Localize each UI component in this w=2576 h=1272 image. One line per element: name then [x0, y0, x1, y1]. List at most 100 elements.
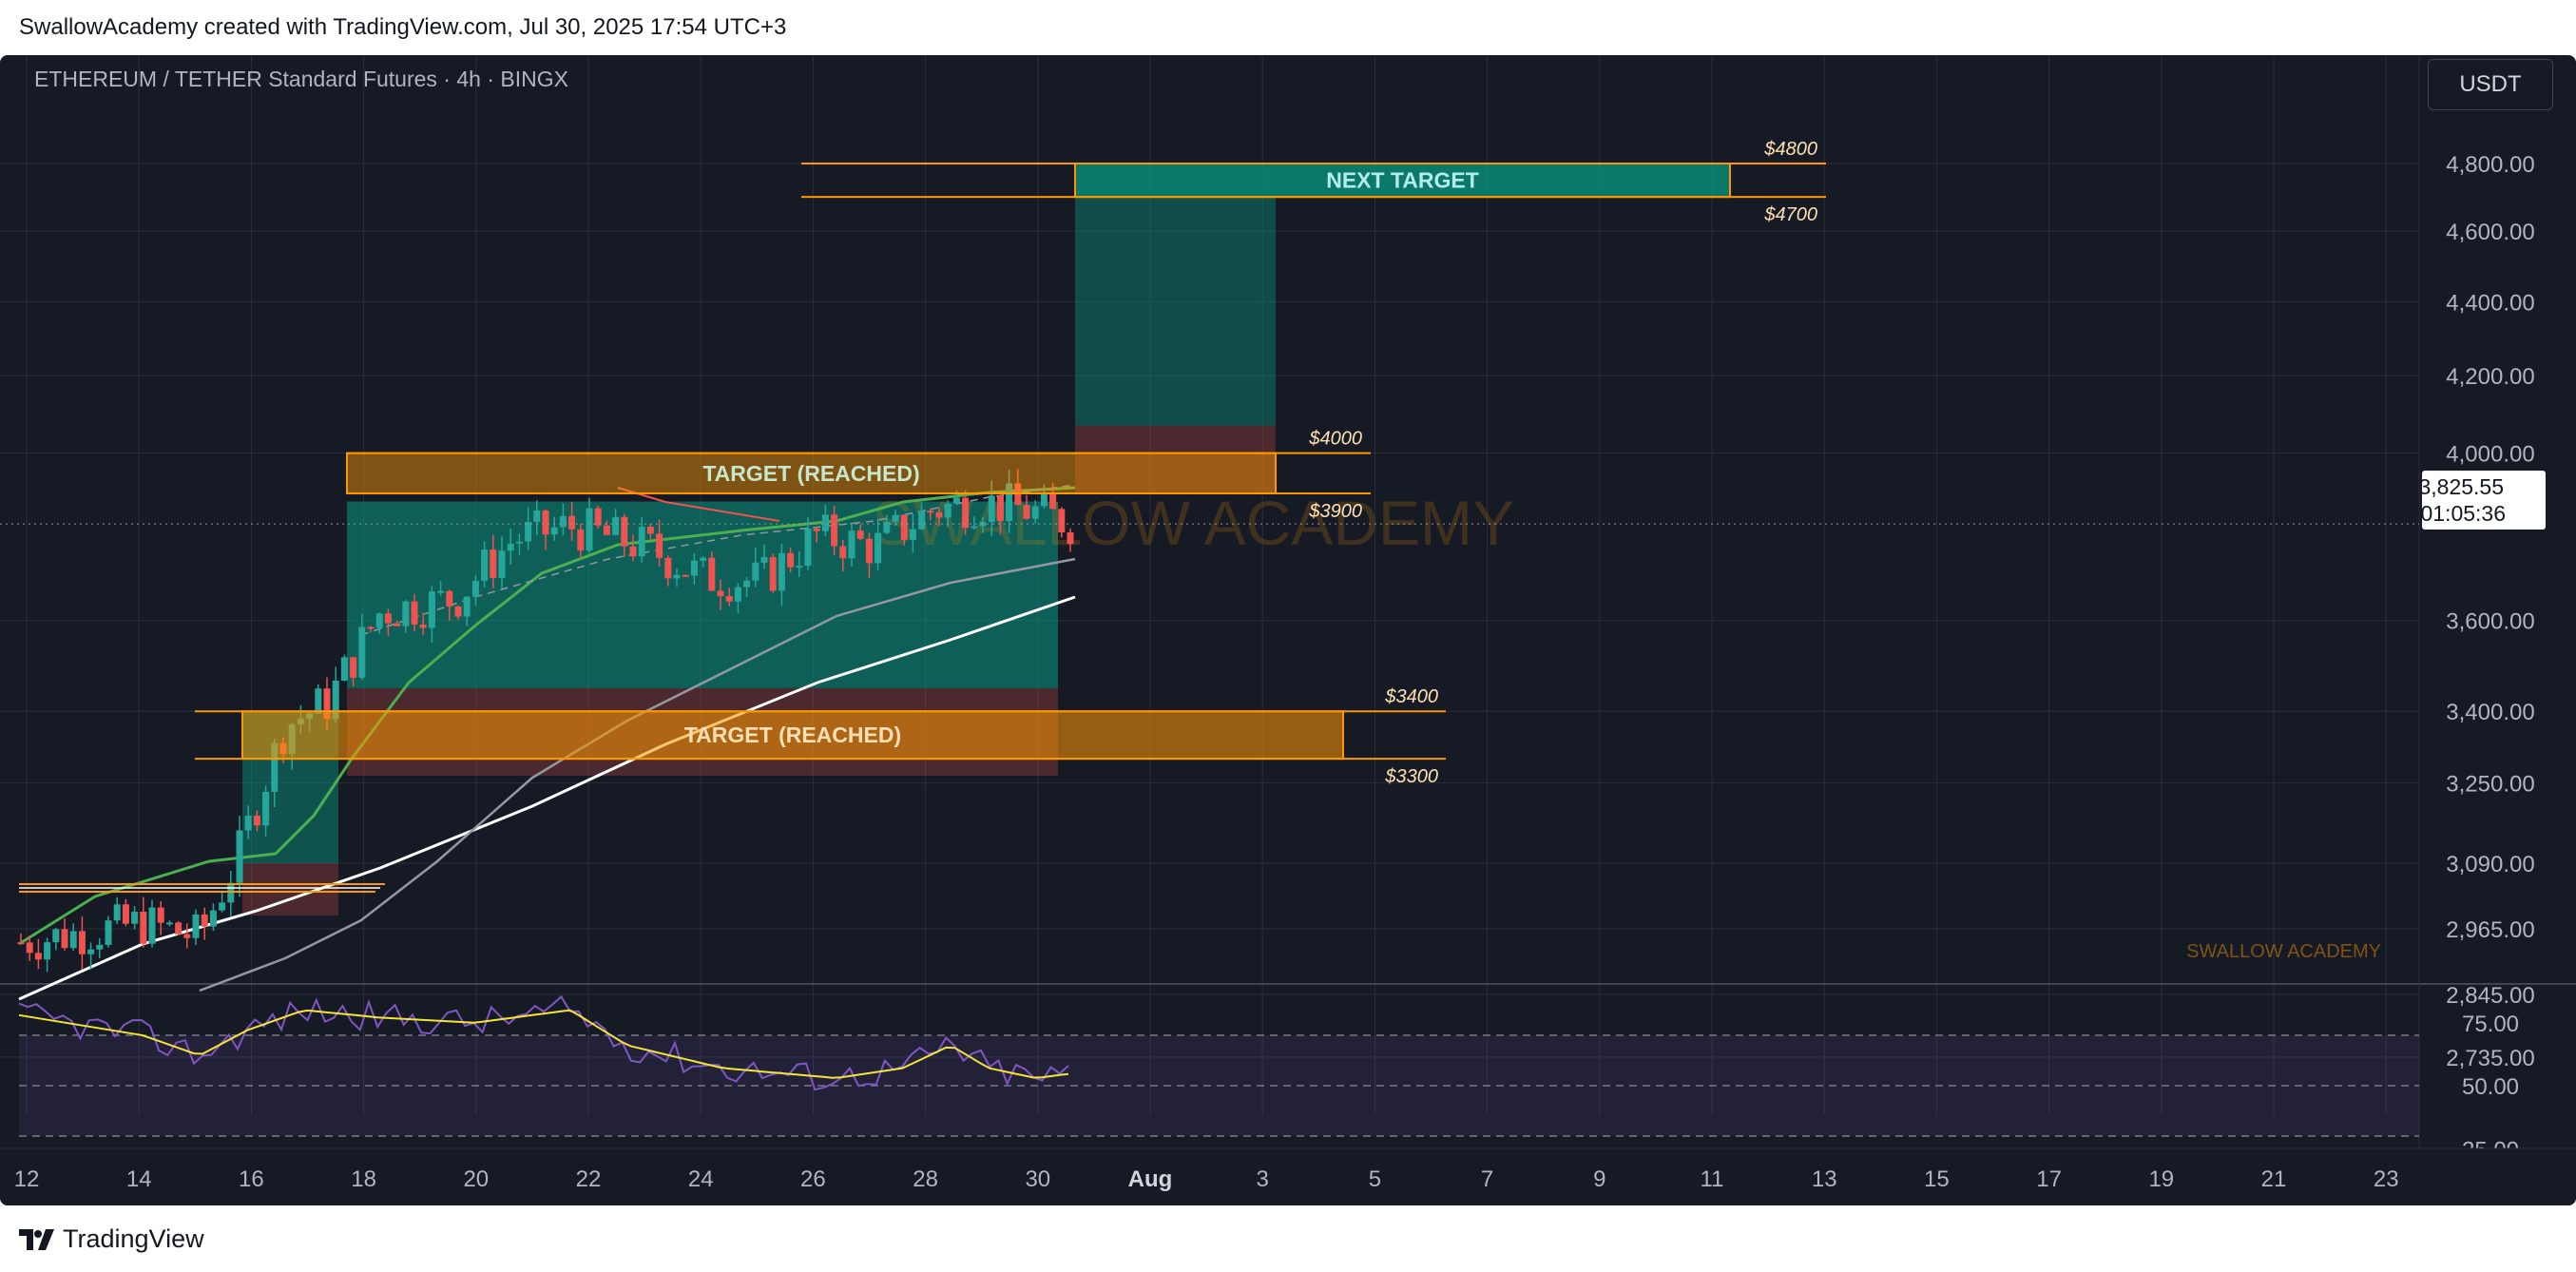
candle-body-97 — [865, 538, 873, 564]
candle-body-48 — [437, 590, 445, 593]
candle-body-60 — [542, 510, 549, 535]
candle-body-107 — [952, 497, 960, 504]
candle-body-44 — [402, 601, 410, 626]
time-tick-14: 9 — [1593, 1166, 1605, 1192]
watermark-small: SWALLOW ACADEMY — [2186, 941, 2381, 962]
candle-body-25 — [236, 830, 243, 883]
symbol-title[interactable]: ETHEREUM / TETHER Standard Futures · 4h … — [34, 67, 568, 91]
candle-body-24 — [227, 882, 235, 903]
candle-body-15 — [148, 907, 156, 944]
candle-body-101 — [900, 514, 908, 540]
zone-high-price-0: $4800 — [1763, 139, 1817, 160]
candle-body-5 — [61, 929, 68, 949]
tradingview-logo[interactable]: TradingView — [19, 1224, 204, 1254]
candle-body-61 — [550, 527, 558, 535]
candle-body-17 — [165, 922, 173, 925]
candle-body-84 — [752, 562, 759, 581]
candle-body-54 — [490, 549, 497, 578]
candle-body-3 — [44, 942, 51, 960]
zone-label-0: NEXT TARGET — [1326, 168, 1479, 193]
candle-body-16 — [157, 907, 164, 923]
candle-body-75 — [673, 574, 681, 579]
candle-body-108 — [962, 497, 970, 529]
candle-body-64 — [577, 529, 585, 551]
candle-body-105 — [935, 511, 943, 518]
candle-body-91 — [813, 528, 820, 531]
candle-body-62 — [559, 515, 567, 528]
time-tick-12: 5 — [1369, 1166, 1381, 1192]
candle-body-7 — [78, 931, 86, 954]
candle-body-42 — [384, 613, 392, 624]
chart-canvas[interactable]: SWALLOW ACADEMY SWALLOW ACADEMY NEXT TAR… — [0, 55, 2576, 1205]
candle-body-73 — [656, 533, 663, 558]
candle-body-52 — [471, 581, 479, 597]
position-2-profit — [347, 501, 1058, 688]
time-tick-16: 13 — [1812, 1166, 1837, 1192]
candle-body-115 — [1023, 505, 1030, 519]
time-axis[interactable]: 12 14 16 18 20 22 24 26 28 30 Aug 3 5 7 9 11 13 15 17 19 21 2… — [0, 1147, 2576, 1205]
candle-body-119 — [1058, 509, 1066, 532]
time-tick-13: 7 — [1481, 1166, 1493, 1192]
candle-body-117 — [1040, 493, 1048, 507]
candle-body-13 — [131, 912, 139, 924]
candle-body-56 — [507, 543, 514, 551]
candle-body-76 — [682, 574, 689, 577]
zone-box-2 — [241, 710, 1344, 761]
rsi-pane — [18, 994, 2419, 1137]
candle-body-26 — [244, 815, 252, 831]
candle-body-59 — [533, 510, 541, 523]
candle-body-81 — [725, 596, 733, 602]
candle-body-65 — [586, 508, 593, 551]
currency-button[interactable]: USDT — [2428, 59, 2553, 110]
ma-20 — [617, 487, 780, 522]
price-axis[interactable]: 4,800.00 4,600.00 4,400.00 4,200.00 4,000.00… — [2446, 152, 2534, 1163]
candle-body-11 — [113, 904, 121, 921]
time-tick-8: 28 — [913, 1166, 938, 1192]
candle-body-50 — [454, 606, 462, 617]
zone-low-price-1: $3900 — [1308, 501, 1362, 522]
candle-body-67 — [603, 525, 610, 535]
candle-body-51 — [463, 596, 471, 617]
candle-body-57 — [515, 541, 523, 544]
candle-body-90 — [804, 528, 812, 567]
price-tick-6: 3,400.00 — [2446, 700, 2534, 725]
candle-body-83 — [743, 580, 751, 588]
candle-body-72 — [646, 526, 654, 534]
chart-frame[interactable]: SWALLOW ACADEMY SWALLOW ACADEMY NEXT TAR… — [0, 55, 2576, 1205]
candle-body-23 — [219, 902, 226, 911]
time-tick-4: 20 — [463, 1166, 489, 1192]
last-price-value: 3,825.55 — [2418, 474, 2504, 499]
time-tick-21: 23 — [2374, 1166, 2399, 1192]
candle-body-38 — [350, 657, 357, 678]
candle-body-85 — [760, 556, 768, 563]
candle-body-21 — [201, 914, 208, 927]
candle-body-55 — [498, 550, 506, 578]
time-tick-7: 26 — [800, 1166, 826, 1192]
position-3-stop — [1075, 425, 1276, 493]
time-tick-15: 11 — [1701, 1166, 1724, 1192]
tradingview-logo-text: TradingView — [63, 1224, 204, 1253]
last-price-label: 3,825.55 01:05:36 — [2418, 471, 2546, 530]
candle-body-111 — [988, 495, 995, 523]
zone-label-2: TARGET (REACHED) — [684, 723, 901, 747]
position-3-profit — [1075, 197, 1276, 426]
price-tick-11: 2,735.00 — [2446, 1046, 2534, 1071]
candle-body-87 — [778, 552, 785, 591]
tradingview-logo-icon — [19, 1228, 54, 1250]
position-1-stop — [242, 862, 338, 915]
zone-box-1 — [346, 452, 1277, 494]
time-tick-17: 15 — [1924, 1166, 1950, 1192]
candle-body-1 — [26, 942, 33, 954]
candle-body-77 — [690, 560, 698, 576]
time-axis-bg — [0, 1148, 2576, 1205]
zone-low-price-0: $4700 — [1763, 204, 1817, 225]
zone-low-price-2: $3300 — [1384, 766, 1438, 787]
candle-body-78 — [700, 557, 707, 561]
time-tick-3: 18 — [351, 1166, 376, 1192]
candle-body-86 — [769, 556, 777, 591]
candle-body-100 — [892, 514, 899, 522]
candle-body-71 — [638, 526, 645, 557]
last-price-box — [2422, 471, 2546, 530]
candle-body-14 — [140, 912, 147, 944]
candle-body-36 — [332, 680, 339, 720]
